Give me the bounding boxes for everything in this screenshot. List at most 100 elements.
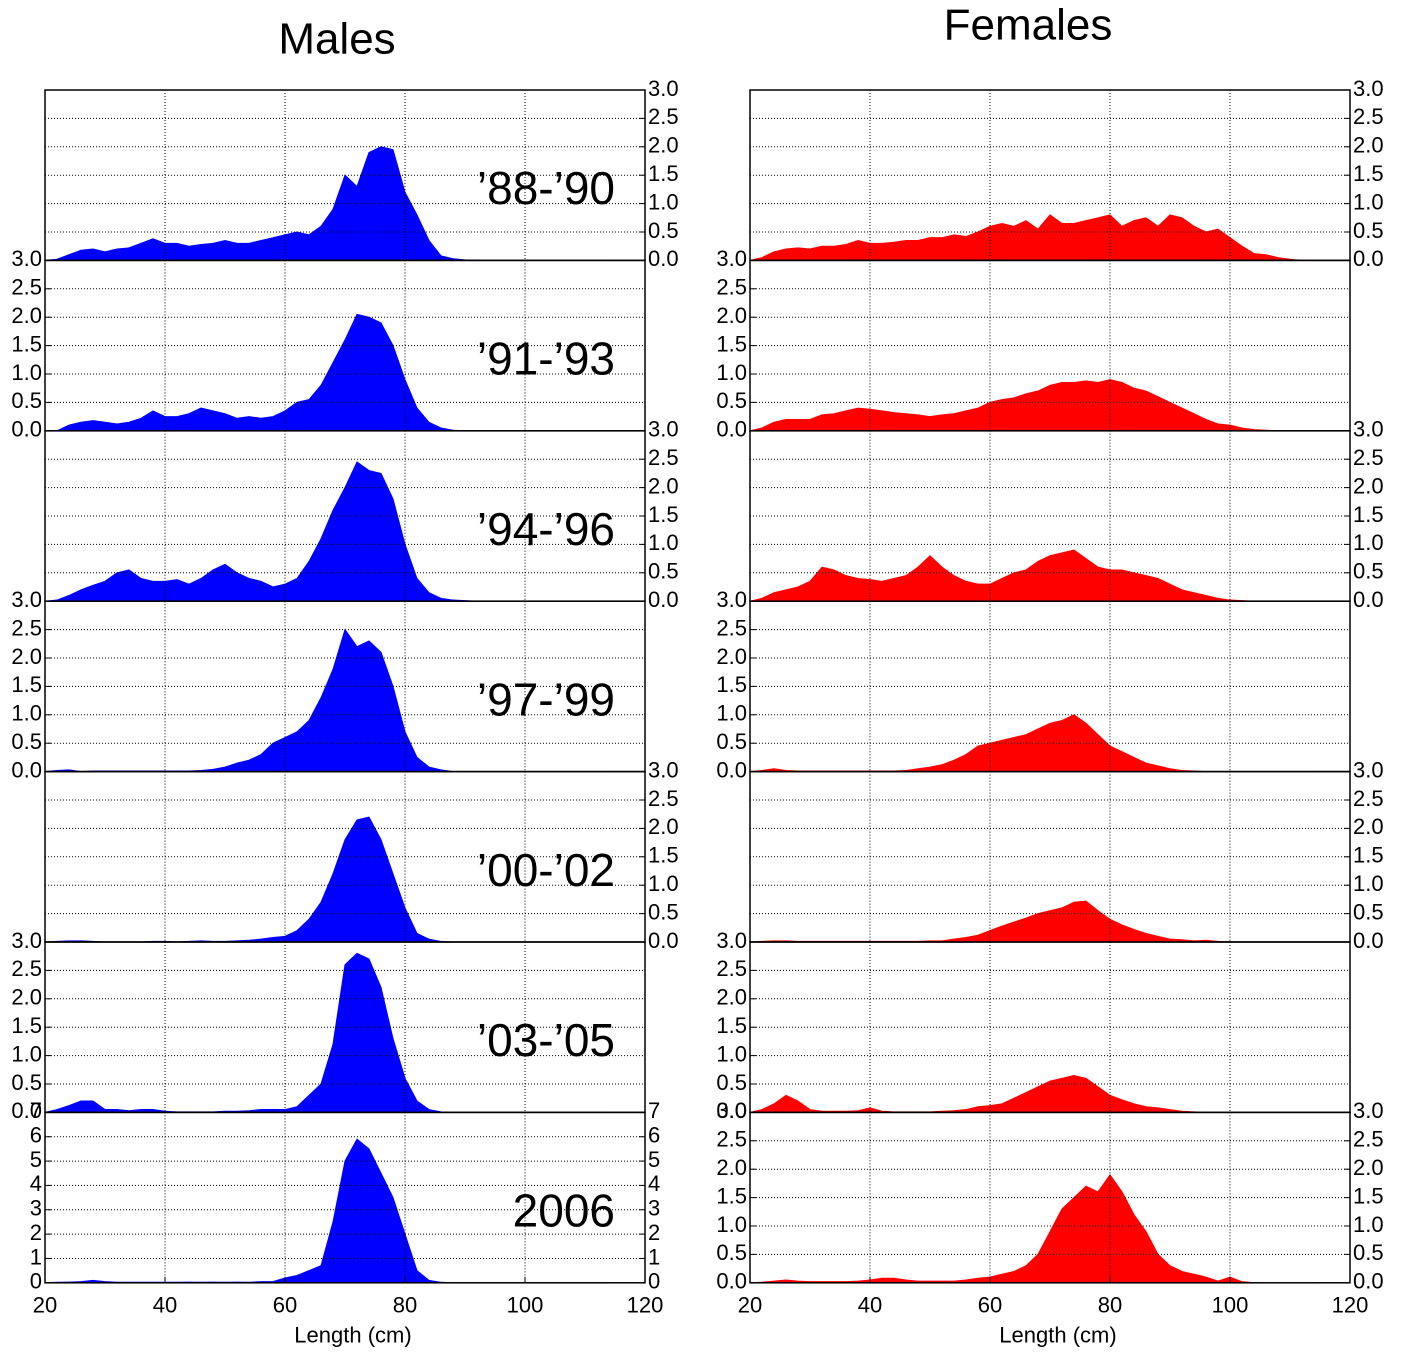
y-tick-label: 2.0 [1353,1155,1384,1180]
y-tick-label: 2.0 [648,814,679,839]
y-tick-label: 2.0 [648,473,679,498]
y-tick-label: 2.5 [716,956,747,981]
y-tick-label: 2.0 [11,985,42,1010]
y-tick-label: 3.0 [716,928,747,953]
y-tick-label: 0.0 [716,757,747,782]
x-axis-label: Length (cm) [999,1323,1116,1348]
period-label: ’88-’90 [477,162,615,214]
y-tick-label: 2.0 [716,303,747,328]
y-tick-label: 3.0 [716,1098,747,1123]
y-tick-label: 3.0 [648,757,679,782]
y-tick-label: 1.5 [648,843,679,868]
y-tick-label: 1.0 [11,701,42,726]
y-tick-label: 0.0 [716,1098,747,1123]
y-tick-label: 0 [648,1269,660,1294]
panel-frame [44,1111,646,1284]
area [749,1074,1314,1113]
y-tick-label: 3.0 [716,587,747,612]
y-tick-label: 1.5 [648,502,679,527]
y-tick-label: 0.0 [1353,1269,1384,1294]
y-tick-label: 0.5 [11,388,42,413]
period-label: ’94-’96 [477,503,615,555]
y-tick-label: 2.0 [716,644,747,669]
y-tick-label: 2.5 [1353,1127,1384,1152]
y-tick-label: 1.5 [11,1013,42,1038]
y-tick-label: 2.5 [1353,786,1384,811]
y-tick-label: 5 [648,1147,660,1172]
y-tick-label: 1.5 [1353,843,1384,868]
y-tick-label: 1.5 [1353,161,1384,186]
y-tick-label: 0.5 [648,559,679,584]
y-tick-label: 2.5 [1353,104,1384,129]
y-tick-label: 2.0 [1353,814,1384,839]
y-tick-label: 1.0 [1353,1212,1384,1237]
area [749,214,1314,261]
y-tick-label: 1.5 [716,1183,747,1208]
y-tick-label: 2.5 [648,104,679,129]
period-label: 2006 [513,1185,615,1237]
y-tick-label: 4 [648,1171,660,1196]
y-tick-label: 3.0 [11,928,42,953]
y-tick-label: 1.5 [1353,502,1384,527]
y-tick-label: 0.0 [648,587,679,612]
y-tick-label: 3.0 [648,417,679,442]
y-tick-label: 2.0 [11,303,42,328]
y-tick-label: 1.0 [716,701,747,726]
area [749,379,1314,432]
y-tick-label: 0.5 [11,1070,42,1095]
y-tick-label: 1.0 [716,1041,747,1066]
y-tick-label: 1 [648,1244,660,1269]
y-tick-label: 1.0 [1353,871,1384,896]
y-tick-label: 7 [648,1098,660,1123]
y-tick-label: 1.0 [648,871,679,896]
period-label: ’91-’93 [477,333,615,385]
y-tick-label: 1.0 [11,360,42,385]
y-tick-label: 2.5 [716,615,747,640]
x-axis-label: Length (cm) [294,1323,411,1348]
x-tick-label: 40 [858,1293,882,1318]
y-tick-label: 3.0 [716,246,747,271]
y-tick-label: 0.5 [11,729,42,754]
x-tick-label: 80 [1098,1293,1122,1318]
y-tick-label: 2.5 [11,956,42,981]
y-tick-label: 1.0 [11,1041,42,1066]
area [749,1174,1314,1284]
y-tick-label: 1.5 [716,1013,747,1038]
y-tick-label: 3.0 [1353,1098,1384,1123]
y-tick-label: 1.0 [716,1212,747,1237]
y-tick-label: 0.0 [648,928,679,953]
y-tick-label: 0.5 [648,899,679,924]
y-tick-label: 4 [30,1171,42,1196]
x-tick-label: 40 [153,1293,177,1318]
y-tick-label: 0.5 [1353,218,1384,243]
y-tick-label: 0.0 [11,757,42,782]
area [749,549,1314,602]
y-tick-label: 0 [30,1269,42,1294]
x-tick-label: 60 [978,1293,1002,1318]
y-tick-label: 0.5 [716,1070,747,1095]
y-tick-label: 6 [648,1123,660,1148]
y-tick-label: 1 [30,1244,42,1269]
y-tick-label: 5 [30,1147,42,1172]
y-tick-label: 2.0 [648,133,679,158]
y-tick-label: 3 [30,1196,42,1221]
y-tick-label: 2 [30,1220,42,1245]
x-tick-label: 100 [507,1293,544,1318]
y-tick-label: 7 [30,1098,42,1123]
y-tick-label: 1.0 [716,360,747,385]
y-tick-label: 2.0 [11,644,42,669]
y-tick-label: 3.0 [1353,417,1384,442]
y-tick-label: 3.0 [648,76,679,101]
period-label: ’03-’05 [477,1014,615,1066]
x-tick-label: 20 [738,1293,762,1318]
y-tick-label: 0.0 [1353,246,1384,271]
y-tick-label: 3 [648,1196,660,1221]
x-tick-label: 120 [627,1293,664,1318]
y-tick-label: 2.5 [648,786,679,811]
column-title: Males [278,15,395,64]
y-tick-label: 6 [30,1123,42,1148]
y-tick-label: 0.5 [1353,899,1384,924]
period-label: ’97-’99 [477,673,615,725]
y-tick-label: 3.0 [1353,76,1384,101]
